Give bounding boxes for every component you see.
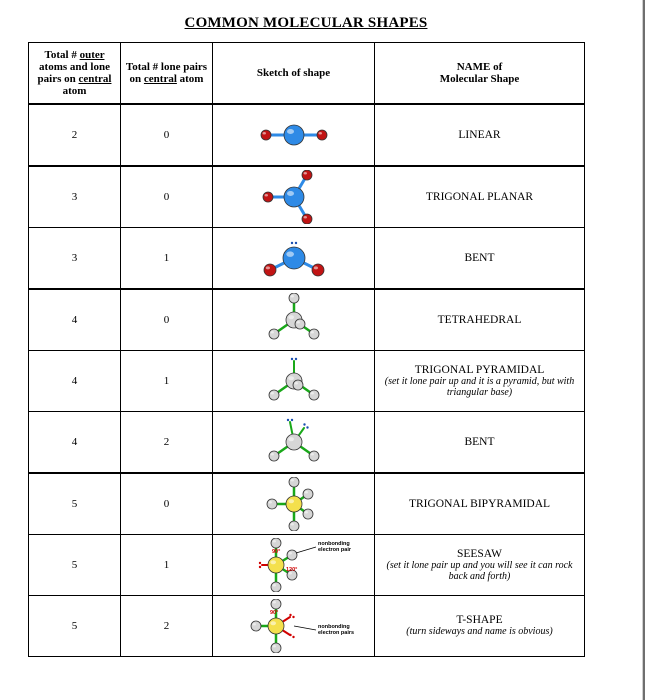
molecule-sketch-icon — [217, 107, 370, 163]
cell-lone: 0 — [121, 104, 213, 166]
cell-name: T-SHAPE(turn sideways and name is obviou… — [375, 596, 585, 657]
cell-sketch — [213, 412, 375, 474]
shape-name: TETRAHEDRAL — [438, 314, 522, 326]
col-header-outer: Total # outer atoms and lone pairs on ce… — [29, 43, 121, 105]
shape-name: SEESAW — [457, 548, 502, 560]
cell-outer: 3 — [29, 166, 121, 228]
cell-name: BENT — [375, 412, 585, 474]
table-body: 20LINEAR30TRIGONAL PLANAR31BENT40TETRAHE… — [29, 104, 585, 657]
cell-sketch — [213, 473, 375, 535]
shape-name: TRIGONAL PYRAMIDAL — [415, 364, 545, 376]
table-row: 30 TRIGONAL PLANAR — [29, 166, 585, 228]
table-row: 5190°120°nonbondingelectron pairSEESAW(s… — [29, 535, 585, 596]
shape-subtitle: (set it lone pair up and you will see it… — [379, 560, 580, 583]
shape-name: TRIGONAL BIPYRAMIDAL — [409, 498, 550, 510]
molecule-sketch-icon — [217, 169, 370, 225]
cell-outer: 5 — [29, 596, 121, 657]
cell-outer: 4 — [29, 412, 121, 474]
col-header-lone: Total # lone pairs on central atom — [121, 43, 213, 105]
svg-text:120°: 120° — [286, 567, 297, 573]
molecule-sketch-icon — [217, 230, 370, 286]
cell-name: TRIGONAL BIPYRAMIDAL — [375, 473, 585, 535]
cell-lone: 2 — [121, 412, 213, 474]
table-row: 42 BENT — [29, 412, 585, 474]
shape-name: BENT — [464, 252, 494, 264]
svg-text:90°: 90° — [272, 549, 280, 555]
cell-lone: 1 — [121, 351, 213, 412]
cell-lone: 2 — [121, 596, 213, 657]
cell-outer: 2 — [29, 104, 121, 166]
table-header-row: Total # outer atoms and lone pairs on ce… — [29, 43, 585, 105]
cell-lone: 0 — [121, 166, 213, 228]
table-row: 41 TRIGONAL PYRAMIDAL(set it lone pair up… — [29, 351, 585, 412]
table-row: 5290°nonbondingelectron pairsT-SHAPE(tur… — [29, 596, 585, 657]
cell-lone: 1 — [121, 535, 213, 596]
cell-name: TRIGONAL PLANAR — [375, 166, 585, 228]
svg-text:electron pair: electron pair — [318, 547, 352, 553]
cell-lone: 0 — [121, 289, 213, 351]
cell-outer: 5 — [29, 473, 121, 535]
molecule-sketch-icon — [217, 353, 370, 409]
table-row: 20 LINEAR — [29, 104, 585, 166]
table-row: 40 TETRAHEDRAL — [29, 289, 585, 351]
col-header-name: NAME ofMolecular Shape — [375, 43, 585, 105]
molecule-sketch-icon — [217, 414, 370, 470]
cell-outer: 4 — [29, 289, 121, 351]
cell-lone: 1 — [121, 228, 213, 290]
cell-outer: 4 — [29, 351, 121, 412]
page: COMMON MOLECULAR SHAPES Total # outer at… — [0, 0, 602, 700]
page-title: COMMON MOLECULAR SHAPES — [28, 15, 584, 32]
shape-name: TRIGONAL PLANAR — [426, 191, 533, 203]
shape-subtitle: (set it lone pair up and it is a pyramid… — [379, 376, 580, 399]
cell-outer: 5 — [29, 535, 121, 596]
shape-name: T-SHAPE — [456, 614, 502, 626]
shapes-table: Total # outer atoms and lone pairs on ce… — [28, 42, 585, 657]
svg-text:electron pairs: electron pairs — [318, 630, 354, 636]
shape-subtitle: (turn sideways and name is obvious) — [379, 626, 580, 638]
cell-sketch — [213, 166, 375, 228]
table-row: 50 TRIGONAL BIPYRAMIDAL — [29, 473, 585, 535]
cell-name: LINEAR — [375, 104, 585, 166]
molecule-sketch-icon: 90°nonbondingelectron pairs — [217, 598, 370, 654]
cell-name: TETRAHEDRAL — [375, 289, 585, 351]
cell-name: SEESAW(set it lone pair up and you will … — [375, 535, 585, 596]
right-rail — [638, 0, 645, 700]
cell-lone: 0 — [121, 473, 213, 535]
table-row: 31 BENT — [29, 228, 585, 290]
cell-name: BENT — [375, 228, 585, 290]
molecule-sketch-icon — [217, 292, 370, 348]
shape-name: BENT — [464, 436, 494, 448]
shape-name: LINEAR — [458, 129, 500, 141]
svg-text:90°: 90° — [270, 610, 278, 616]
cell-sketch — [213, 289, 375, 351]
cell-name: TRIGONAL PYRAMIDAL(set it lone pair up a… — [375, 351, 585, 412]
cell-sketch: 90°nonbondingelectron pairs — [213, 596, 375, 657]
cell-sketch — [213, 228, 375, 290]
molecule-sketch-icon — [217, 476, 370, 532]
cell-sketch — [213, 104, 375, 166]
cell-outer: 3 — [29, 228, 121, 290]
cell-sketch — [213, 351, 375, 412]
molecule-sketch-icon: 90°120°nonbondingelectron pair — [217, 537, 370, 593]
col-header-sketch: Sketch of shape — [213, 43, 375, 105]
cell-sketch: 90°120°nonbondingelectron pair — [213, 535, 375, 596]
